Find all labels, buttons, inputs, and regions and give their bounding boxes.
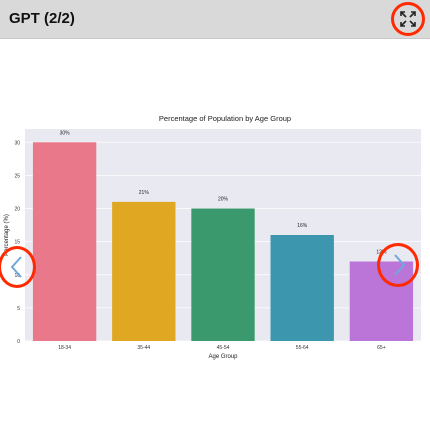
y-tick-label: 20	[14, 207, 20, 213]
viewer-header: GPT (2/2)	[0, 0, 430, 39]
bar	[270, 235, 334, 341]
data-label: 21%	[139, 190, 150, 196]
x-tick-label: 18-34	[58, 345, 71, 351]
x-tick-label: 65+	[377, 345, 386, 351]
data-label: 30%	[60, 130, 71, 136]
image-viewer: Percentage of Population by Age Group 0 5 1…	[0, 39, 430, 434]
bar	[191, 208, 255, 341]
previous-button[interactable]	[0, 246, 36, 288]
chevron-left-icon	[10, 256, 22, 278]
data-label: 20%	[218, 197, 229, 203]
viewer-title: GPT (2/2)	[9, 10, 75, 27]
y-tick-label: 25	[14, 173, 20, 179]
bar-chart: Percentage of Population by Age Group 0 5 1…	[4, 114, 421, 360]
bar	[32, 142, 97, 341]
fullscreen-icon	[400, 11, 416, 27]
chevron-right-icon	[394, 254, 406, 276]
chart-title: Percentage of Population by Age Group	[159, 114, 291, 123]
y-tick-label: 5	[17, 306, 20, 312]
y-tick-label: 0	[17, 339, 20, 345]
bar	[112, 201, 176, 341]
y-axis-label: Percentage (%)	[4, 214, 10, 256]
x-tick-label: 55-64	[296, 345, 309, 351]
y-tick-label: 15	[14, 240, 20, 246]
x-axis-label: Age Group	[208, 354, 238, 360]
x-tick-label: 45-54	[217, 345, 230, 351]
fullscreen-button[interactable]	[391, 2, 425, 36]
next-button[interactable]	[377, 243, 419, 287]
x-tick-label: 35-44	[137, 345, 150, 351]
y-tick-label: 30	[14, 140, 20, 146]
data-label: 16%	[297, 223, 308, 229]
